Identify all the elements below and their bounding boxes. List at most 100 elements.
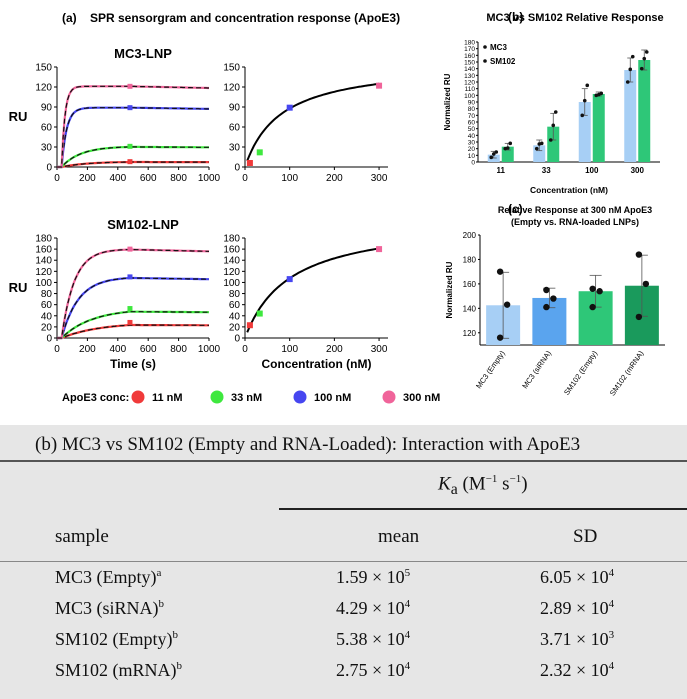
table-row-sd: 3.71 × 103	[540, 629, 615, 649]
sd-exponent: 4	[608, 567, 615, 579]
legend-item-label: 33 nM	[231, 392, 262, 404]
y-tick-label: 160	[35, 245, 52, 256]
x-tick-label: 100	[281, 344, 298, 355]
table-row-sample: MC3 (siRNA)b	[55, 598, 165, 618]
replicate-point	[548, 138, 553, 142]
y-tick-label: 30	[229, 143, 241, 154]
y-tick-label: 20	[229, 322, 241, 333]
y-tick-label: 60	[229, 123, 241, 134]
mean-exponent: 4	[404, 629, 411, 641]
y-tick-label: 80	[468, 106, 476, 113]
x-tick-label: 300	[371, 344, 388, 355]
y-tick-label: 140	[223, 256, 240, 267]
data-point	[286, 104, 293, 111]
replicate-point	[505, 146, 510, 150]
y-tick-label: 10	[468, 153, 476, 160]
legend-marker	[210, 390, 224, 404]
x-tick-label: 800	[170, 344, 187, 355]
replicate-point	[553, 110, 558, 114]
replicate-point	[582, 98, 587, 103]
bar-SM102	[638, 60, 651, 162]
y-tick-label: 60	[41, 300, 53, 311]
x-tick-label: 0	[242, 344, 248, 355]
bar-SM102	[592, 94, 605, 162]
y-tick-label: 140	[463, 304, 477, 313]
y-tick-label: 50	[468, 126, 476, 133]
injection-end-marker	[127, 319, 133, 325]
y-tick-label: 90	[229, 103, 241, 114]
x-tick-label: 600	[140, 173, 157, 184]
replicate-point	[508, 141, 513, 146]
panel-a-title: SPR sensorgram and concentration respons…	[90, 11, 400, 25]
legend-label-SM102: SM102	[490, 57, 516, 66]
binding-fit-curve	[246, 82, 380, 162]
fit-line-300nM	[57, 85, 209, 168]
y-tick-label: 0	[471, 160, 475, 167]
data-point	[286, 276, 293, 283]
category-label: SM102 (Empty)	[562, 349, 600, 397]
legend-item-label: 11 nM	[152, 392, 183, 404]
ka-symbol: K	[438, 473, 451, 495]
x-tick-label: 200	[326, 344, 343, 355]
table-row-sample: MC3 (Empty)a	[55, 567, 162, 587]
injection-end-marker	[127, 274, 133, 280]
injection-end-marker	[127, 143, 133, 149]
fit-line-33nM	[57, 311, 209, 339]
ka-header: Ka (M−1 s−1)	[438, 473, 528, 499]
replicate-point	[585, 83, 590, 88]
x-tick-label: 100	[281, 173, 298, 184]
chart-title-line: (Empty vs. RNA-loaded LNPs)	[511, 217, 639, 227]
y-tick-label: 80	[41, 289, 53, 300]
y-axis-label: RU	[9, 280, 28, 295]
data-point	[246, 160, 253, 166]
replicate-point	[630, 54, 635, 59]
ka-unit-mid: s	[497, 473, 510, 495]
replicate-point	[635, 313, 643, 321]
footnote-marker: a	[156, 567, 162, 579]
x-tick-label: 600	[140, 344, 157, 355]
chart-title: SM102-LNP	[107, 217, 179, 232]
table-row-mean: 4.29 × 104	[336, 598, 411, 618]
legend-item-label: 300 nM	[403, 392, 440, 404]
legend-title: ApoE3 conc:	[62, 392, 129, 404]
x-tick-label: 200	[79, 173, 96, 184]
y-tick-label: 120	[463, 329, 477, 338]
replicate-point	[550, 295, 557, 302]
sd-exponent: 3	[608, 629, 615, 641]
sd-exponent: 4	[608, 598, 615, 610]
table-row-sd: 6.05 × 104	[540, 567, 615, 587]
y-tick-label: 160	[223, 245, 240, 256]
y-tick-label: 0	[46, 334, 52, 345]
replicate-point	[543, 286, 550, 294]
legend-marker-MC3	[483, 45, 487, 49]
y-tick-label: 40	[229, 311, 241, 322]
table-header-rule	[0, 561, 687, 562]
replicate-point	[494, 150, 499, 154]
replicate-point	[642, 280, 650, 288]
table-row-mean: 5.38 × 104	[336, 629, 411, 649]
x-tick-label: 0	[242, 173, 248, 184]
legend-marker	[382, 390, 396, 404]
series-line-11nM	[57, 323, 209, 340]
y-tick-label: 120	[223, 267, 240, 278]
response-300nM-chart: Relative Response at 300 nM ApoE3 (Empty …	[445, 205, 665, 398]
replicate-point	[551, 123, 556, 128]
injection-end-marker	[127, 306, 133, 312]
replicate-point	[489, 155, 494, 160]
replicate-point	[639, 66, 644, 71]
panel-b-label: (b)	[508, 10, 523, 24]
mean-exponent: 4	[404, 660, 411, 672]
table-row-sample: SM102 (mRNA)b	[55, 660, 183, 680]
y-tick-label: 140	[35, 256, 52, 267]
relative-response-chart: MC3 vs SM102 Relative Response 0102030405…	[443, 12, 664, 195]
y-tick-label: 150	[223, 63, 240, 74]
y-axis-label: RU	[9, 109, 28, 124]
fit-line-300nM	[57, 248, 210, 339]
y-tick-label: 100	[35, 278, 52, 289]
figure-panels: (a) SPR sensorgram and concentration res…	[9, 10, 665, 404]
panel-c-label: (c)	[508, 202, 523, 216]
y-tick-label: 120	[35, 267, 52, 278]
y-tick-label: 90	[468, 100, 476, 107]
injection-end-marker	[127, 159, 133, 165]
